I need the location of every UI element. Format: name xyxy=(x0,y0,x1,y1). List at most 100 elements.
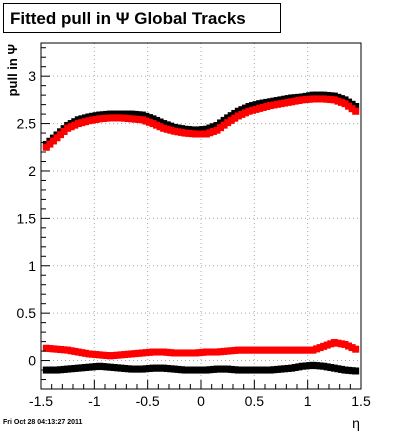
data-point xyxy=(206,366,214,374)
data-point xyxy=(256,346,264,354)
data-point xyxy=(298,362,306,370)
data-point xyxy=(60,346,68,354)
data-point xyxy=(231,109,239,117)
data-point xyxy=(142,117,150,125)
data-point xyxy=(110,352,118,360)
data-point xyxy=(334,93,342,101)
data-point xyxy=(42,366,50,374)
data-point xyxy=(252,105,260,113)
data-point xyxy=(195,349,203,357)
data-point xyxy=(199,126,207,134)
data-point xyxy=(53,134,61,142)
data-point xyxy=(142,365,150,373)
data-point xyxy=(238,346,246,354)
data-point xyxy=(288,346,296,354)
data-point xyxy=(121,110,129,118)
data-point xyxy=(177,125,185,133)
data-point xyxy=(92,363,100,371)
data-point xyxy=(263,98,271,106)
grid xyxy=(41,43,361,389)
data-point xyxy=(213,348,221,356)
data-point xyxy=(256,104,264,112)
data-point xyxy=(313,345,321,353)
data-point xyxy=(174,365,182,373)
data-point xyxy=(92,351,100,359)
data-point xyxy=(348,105,356,113)
data-point xyxy=(345,102,353,110)
data-point xyxy=(110,364,118,372)
x-axis-label: η xyxy=(352,415,360,431)
data-point xyxy=(145,118,153,126)
data-point xyxy=(96,362,104,370)
data-point xyxy=(89,363,97,371)
data-point xyxy=(252,366,260,374)
data-point xyxy=(202,130,210,138)
data-point xyxy=(113,114,121,122)
data-point xyxy=(49,366,57,374)
data-point xyxy=(291,97,299,105)
data-point xyxy=(334,365,342,373)
data-point xyxy=(113,351,121,359)
data-point xyxy=(309,91,317,99)
data-point xyxy=(245,346,253,354)
data-point xyxy=(281,346,289,354)
data-point xyxy=(291,364,299,372)
data-point xyxy=(110,110,118,118)
x-tick-label: 0 xyxy=(197,393,205,409)
data-point xyxy=(217,365,225,373)
data-point xyxy=(46,366,54,374)
data-point xyxy=(273,365,281,373)
data-point xyxy=(313,95,321,103)
data-point xyxy=(345,98,353,106)
data-point xyxy=(281,365,289,373)
data-point xyxy=(185,129,193,137)
data-point xyxy=(149,348,157,356)
data-point xyxy=(334,97,342,105)
y-tick-label: 1.5 xyxy=(17,210,37,226)
data-point xyxy=(334,339,342,347)
data-point xyxy=(135,111,143,119)
data-point xyxy=(313,362,321,370)
y-tick-label: 1 xyxy=(28,258,36,274)
data-point xyxy=(78,364,86,372)
data-point xyxy=(298,96,306,104)
data-point xyxy=(81,114,89,122)
data-point xyxy=(348,344,356,352)
x-tick-label: -1.5 xyxy=(29,393,53,409)
data-point xyxy=(234,107,242,115)
data-point xyxy=(298,346,306,354)
data-point xyxy=(42,344,50,352)
data-point xyxy=(46,140,54,148)
data-point xyxy=(202,125,210,133)
data-point xyxy=(284,95,292,103)
data-point xyxy=(103,352,111,360)
data-point xyxy=(245,366,253,374)
data-point xyxy=(337,95,345,103)
data-point xyxy=(337,365,345,373)
data-point xyxy=(209,348,217,356)
data-point xyxy=(167,365,175,373)
data-point xyxy=(270,366,278,374)
data-point xyxy=(128,365,136,373)
data-point xyxy=(167,122,175,130)
data-point xyxy=(273,97,281,105)
data-point xyxy=(266,346,274,354)
data-point xyxy=(177,349,185,357)
data-point xyxy=(270,97,278,105)
data-point xyxy=(220,121,228,129)
data-point xyxy=(106,114,114,122)
data-point xyxy=(199,348,207,356)
data-point xyxy=(291,346,299,354)
data-point xyxy=(167,349,175,357)
data-point xyxy=(177,128,185,136)
data-point xyxy=(284,346,292,354)
data-point xyxy=(174,128,182,136)
y-axis-label: pull in Ψ xyxy=(5,44,20,96)
data-point xyxy=(177,366,185,374)
data-point xyxy=(238,106,246,114)
data-point xyxy=(313,91,321,99)
data-point xyxy=(71,364,79,372)
data-point xyxy=(316,91,324,99)
data-point xyxy=(231,346,239,354)
data-point xyxy=(305,95,313,103)
